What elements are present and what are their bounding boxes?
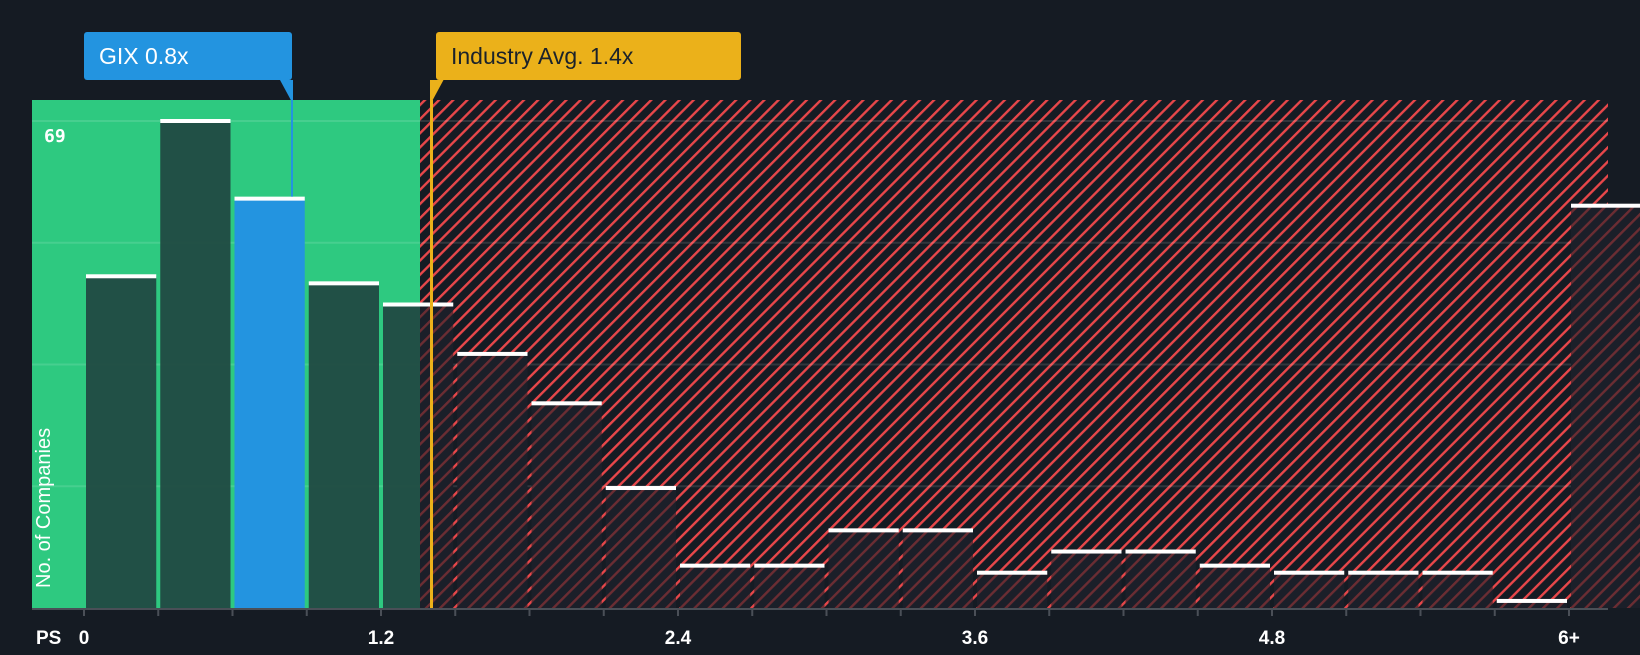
histogram-bar xyxy=(383,304,420,608)
bar-cap xyxy=(1125,549,1196,554)
y-axis-title: No. of Companies xyxy=(33,427,55,588)
bar-cap xyxy=(160,119,231,123)
bar-cap xyxy=(234,196,305,201)
histogram-bar xyxy=(828,530,899,608)
x-axis-title: PS xyxy=(36,628,62,649)
y-max-label: 69 xyxy=(44,126,66,147)
bar-cap xyxy=(308,281,379,286)
company-callout-pointer xyxy=(280,80,293,104)
company-ps-label: GIX 0.8x xyxy=(99,43,189,69)
bar-cap xyxy=(1571,203,1640,208)
histogram-bar xyxy=(86,276,157,608)
bar-cap xyxy=(754,563,825,568)
histogram-bar xyxy=(1274,572,1345,608)
histogram-bar xyxy=(680,565,751,608)
bar-cap xyxy=(605,486,676,491)
histogram-bar xyxy=(1125,551,1196,608)
histogram-bar xyxy=(1199,565,1270,608)
histogram-bar xyxy=(1348,572,1419,608)
histogram-bar xyxy=(605,488,676,608)
bar-cap xyxy=(1199,563,1270,568)
x-tick-label: 3.6 xyxy=(961,628,989,649)
industry-average-label: Industry Avg. 1.4x xyxy=(451,43,634,69)
histogram-bar xyxy=(1571,205,1640,608)
bar-cap xyxy=(977,570,1048,575)
histogram-bar xyxy=(531,403,602,608)
histogram-bar xyxy=(420,304,454,608)
x-tick-label: 1.2 xyxy=(367,628,395,649)
bar-cap xyxy=(680,563,751,568)
industry-average-callout: Industry Avg. 1.4x xyxy=(436,32,741,80)
histogram-bar xyxy=(1422,572,1493,608)
bar-cap xyxy=(828,528,899,533)
histogram-bar xyxy=(308,283,379,608)
histogram-bar xyxy=(1496,600,1567,608)
bar-cap xyxy=(1422,570,1493,575)
x-tick-label: 6+ xyxy=(1558,628,1580,649)
bar-cap xyxy=(86,274,157,279)
x-tick-label: 2.4 xyxy=(664,628,692,649)
histogram-bar xyxy=(977,572,1048,608)
bar-cap xyxy=(383,302,454,307)
bar-cap xyxy=(1348,570,1419,575)
company-bar xyxy=(234,198,305,608)
bar-cap xyxy=(1051,549,1122,554)
bar-cap xyxy=(531,401,602,406)
bar-cap xyxy=(1274,570,1345,575)
bar-cap xyxy=(457,351,528,356)
histogram-bar xyxy=(754,565,825,608)
bar-cap xyxy=(1496,598,1567,603)
histogram-bar xyxy=(457,353,528,608)
x-tick-label: 0 xyxy=(78,628,90,649)
histogram-bar xyxy=(902,530,973,608)
histogram-bar xyxy=(1051,551,1122,608)
x-tick-label: 4.8 xyxy=(1258,628,1286,649)
histogram-bar xyxy=(160,121,231,608)
bar-cap xyxy=(902,528,973,533)
industry-callout-pointer xyxy=(430,80,444,105)
company-ps-callout: GIX 0.8x xyxy=(84,32,292,80)
